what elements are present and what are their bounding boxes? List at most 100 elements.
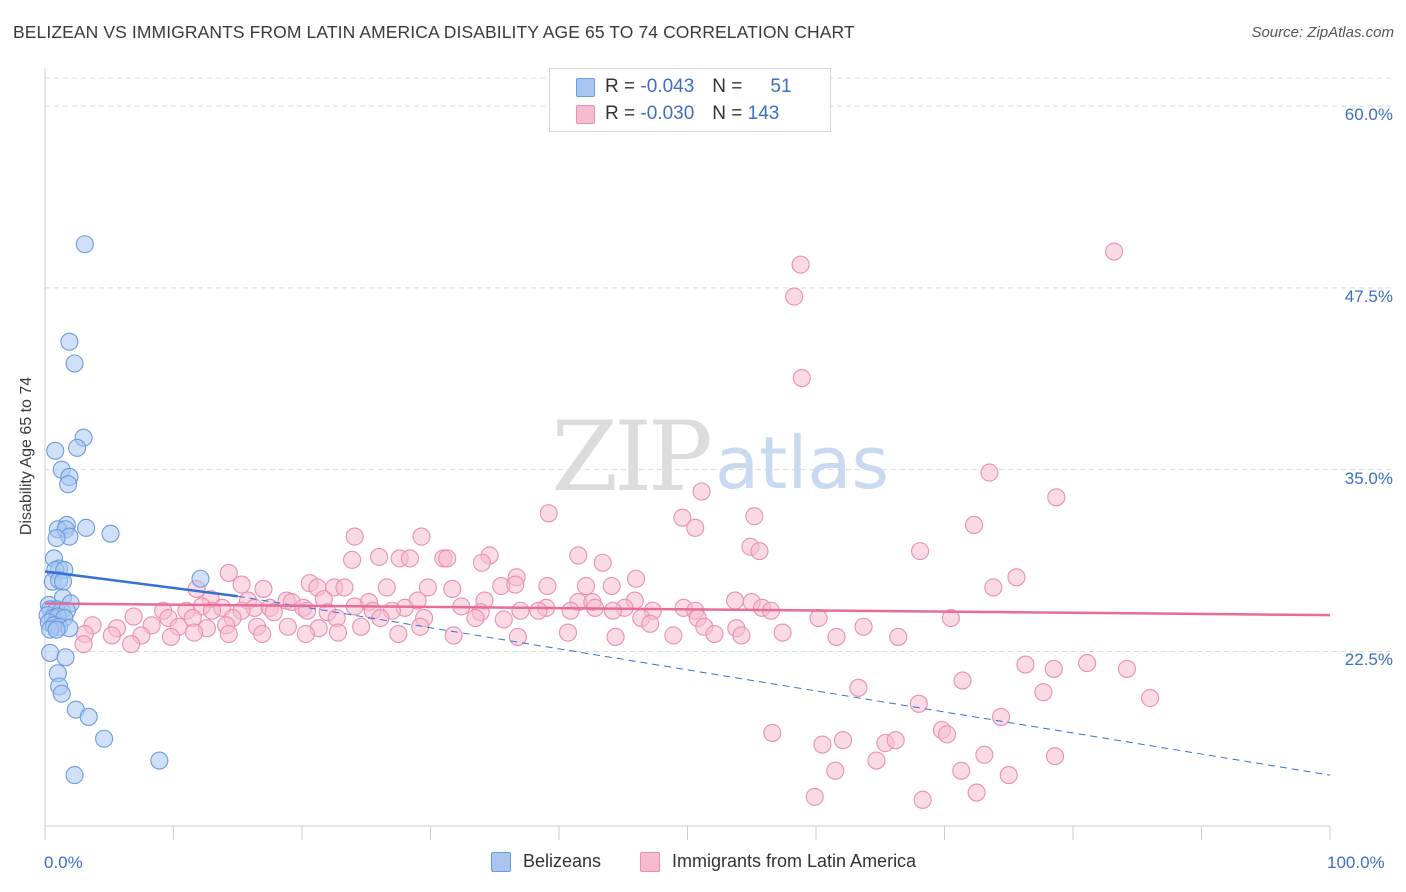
immigrants-point: [732, 626, 751, 645]
immigrants-point: [438, 549, 457, 568]
legend-row-belizeans: R = -0.043 N = 51: [576, 75, 792, 99]
immigrants-point: [466, 608, 485, 628]
immigrants-point: [833, 731, 853, 750]
immigrants-point: [967, 783, 986, 802]
immigrants-point: [792, 369, 811, 388]
immigrants-point: [506, 575, 525, 594]
immigrants-point: [377, 578, 396, 597]
immigrants-point: [343, 550, 362, 569]
bottom-legend-label: Belizeans: [523, 851, 602, 871]
immigrants-point: [411, 617, 430, 636]
bottom-legend-swatch-blue: [491, 851, 511, 872]
immigrants-point: [569, 546, 588, 565]
immigrants-point: [1007, 568, 1026, 587]
watermark-zip: ZIP: [551, 401, 710, 513]
immigrants-point: [278, 617, 297, 636]
stats-legend: R = -0.043 N = 51 R = -0.030 N = 143: [549, 68, 831, 132]
immigrants-point: [352, 617, 371, 636]
y-tick-label: 60.0%: [1344, 105, 1393, 125]
immigrants-point: [953, 671, 972, 690]
immigrants-point: [763, 723, 782, 742]
immigrants-point: [203, 601, 222, 620]
immigrants-point: [886, 731, 905, 750]
grid-lines: [45, 77, 1392, 652]
bottom-legend-swatch-pink: [640, 851, 660, 872]
belizeans-point: [47, 620, 66, 639]
series-belizeans-points: [38, 235, 210, 785]
immigrants-point: [1078, 654, 1097, 673]
immigrants-point: [576, 576, 596, 596]
legend-r-value: -0.043: [640, 76, 695, 97]
legend-swatch-blue: [576, 77, 595, 97]
watermark-atlas: atlas: [715, 421, 889, 505]
belizeans-point: [191, 569, 210, 588]
belizeans-point: [95, 729, 114, 748]
immigrants-point: [1047, 488, 1066, 507]
immigrants-point: [849, 678, 868, 697]
immigrants-point: [444, 626, 463, 645]
immigrants-point: [529, 601, 548, 620]
immigrants-point: [370, 547, 389, 566]
legend-r-label: R =: [605, 103, 636, 124]
immigrants-point: [686, 518, 705, 537]
immigrants-point: [328, 623, 348, 642]
immigrants-point: [999, 766, 1018, 785]
immigrants-point: [124, 607, 143, 626]
immigrants-point: [827, 627, 846, 646]
immigrants-point: [692, 482, 711, 501]
belizeans-point: [75, 235, 94, 254]
immigrants-point: [965, 515, 984, 534]
immigrants-point: [494, 610, 513, 629]
immigrants-point: [254, 579, 273, 598]
immigrants-point: [627, 569, 646, 588]
immigrants-point: [991, 707, 1011, 726]
belizeans-point: [77, 518, 96, 537]
immigrants-point: [909, 694, 928, 713]
y-tick-label: 22.5%: [1344, 650, 1393, 670]
legend-n-label: N =: [712, 103, 743, 124]
belizeans-point: [59, 475, 78, 494]
bottom-legend-label: Immigrants from Latin America: [672, 851, 917, 871]
immigrants-point: [511, 601, 530, 620]
immigrants-point: [602, 576, 621, 596]
immigrants-point: [606, 627, 625, 646]
belizeans-point: [46, 441, 65, 460]
immigrants-point: [412, 527, 431, 546]
immigrants-point: [264, 603, 283, 622]
belizeans-point: [68, 438, 87, 457]
y-tick-label: 35.0%: [1344, 468, 1393, 488]
immigrants-point: [418, 578, 437, 597]
source-label: Source: ZipAtlas.com: [1251, 24, 1394, 41]
immigrants-point: [472, 553, 491, 572]
watermark: ZIP atlas: [551, 401, 889, 513]
immigrants-point: [745, 507, 764, 526]
immigrants-point: [371, 608, 390, 628]
immigrants-point: [389, 624, 408, 644]
immigrants-point: [664, 626, 683, 645]
trend-lines: [44, 570, 1331, 776]
immigrants-point: [938, 725, 957, 744]
belizeans-point: [52, 684, 71, 703]
immigrants-point: [867, 751, 886, 770]
belizeans-trend-line: [44, 570, 238, 598]
immigrants-point: [558, 623, 578, 642]
legend-swatch-pink: [576, 104, 595, 124]
immigrants-point: [826, 761, 845, 780]
immigrants-point: [791, 255, 810, 274]
bottom-legend-immigrants: Immigrants from Latin America: [640, 851, 916, 872]
x-tick-label-min: 0.0%: [44, 853, 83, 872]
immigrants-point: [443, 579, 462, 598]
immigrants-point: [805, 787, 824, 806]
immigrants-point: [561, 601, 580, 620]
immigrants-point: [122, 635, 141, 654]
legend-row-immigrants: R = -0.030 N = 143: [576, 102, 779, 126]
immigrants-point: [952, 761, 971, 780]
chart-title: BELIZEAN VS IMMIGRANTS FROM LATIN AMERIC…: [13, 22, 855, 42]
immigrants-point: [593, 553, 612, 572]
immigrants-point: [102, 626, 121, 645]
immigrants-point: [1141, 688, 1160, 708]
immigrants-point: [980, 463, 999, 482]
belizeans-point: [47, 528, 66, 548]
immigrants-point: [750, 542, 769, 561]
immigrants-point: [345, 527, 364, 546]
